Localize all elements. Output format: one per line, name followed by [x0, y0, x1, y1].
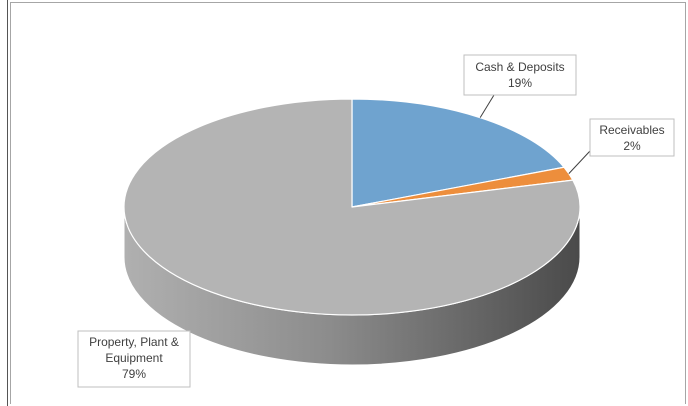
label-receivables-name: Receivables — [599, 123, 664, 137]
label-receivables-pct: 2% — [623, 139, 641, 153]
label-ppe-pct: 79% — [122, 367, 146, 381]
label-cash-deposits-pct: 19% — [508, 76, 532, 90]
data-label-ppe: Property, Plant & Equipment 79% — [77, 330, 191, 388]
label-ppe-name-line1: Property, Plant & — [89, 335, 179, 349]
label-cash-deposits-name: Cash & Deposits — [475, 60, 564, 74]
data-label-cash-deposits: Cash & Deposits 19% — [463, 54, 577, 96]
pie-top — [123, 98, 581, 316]
leader-lines — [479, 94, 591, 174]
window-left-edge — [7, 0, 8, 406]
data-label-receivables: Receivables 2% — [589, 118, 675, 157]
leader-line-receivables — [568, 150, 591, 174]
pie-slice-property-plant-equipment — [123, 98, 581, 316]
label-ppe-name-line2: Equipment — [105, 351, 163, 365]
leader-line-cash-deposits — [479, 94, 495, 118]
